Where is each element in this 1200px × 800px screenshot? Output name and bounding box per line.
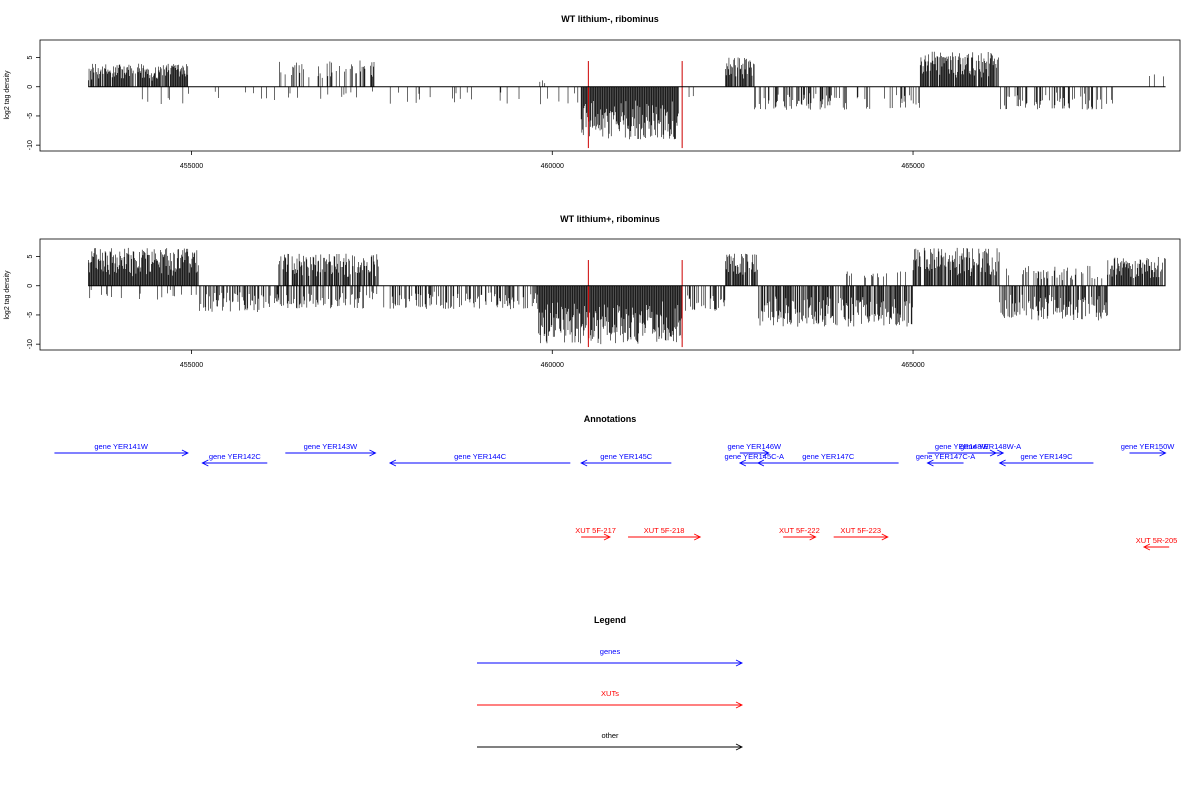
feature-label: gene YER144C <box>454 452 507 461</box>
x-tick-label: 460000 <box>541 362 564 369</box>
highlight-lines-lithium-minus <box>587 61 683 149</box>
gene-arrow: gene YER147C-A <box>916 452 975 467</box>
x-tick-label: 455000 <box>180 163 203 170</box>
x-tick-label: 460000 <box>541 163 564 170</box>
arrowhead-icon <box>809 533 817 541</box>
gene-arrow: gene YER141W <box>54 442 189 457</box>
chart-panel-lithium-minus: WT lithium-, ribominus log2 tag density … <box>4 14 1181 170</box>
arrowhead-icon <box>181 449 189 457</box>
y-axis-lithium-minus: 5 0 -5 -10 <box>27 55 40 150</box>
arrowhead-icon <box>738 459 747 467</box>
feature-label: XUT 5F-222 <box>779 526 820 535</box>
arrowhead-icon <box>201 459 209 467</box>
arrowhead-icon <box>580 459 588 467</box>
feature-label: gene YER145C-A <box>725 452 784 461</box>
arrowhead-icon <box>735 743 744 751</box>
arrowhead-icon <box>693 533 702 541</box>
y-axis-lithium-plus: 5 0 -5 -10 <box>27 254 40 349</box>
xut-arrow: XUT 5F-218 <box>628 526 702 541</box>
legend-title: Legend <box>594 615 626 625</box>
chart-title-lithium-plus: WT lithium+, ribominus <box>560 214 660 224</box>
feature-label: gene YER143W <box>304 442 359 451</box>
y-axis-label-lithium-minus: log2 tag density <box>4 70 11 120</box>
feature-label: gene YER148W-A <box>960 442 1021 451</box>
xut-arrow: XUT 5F-222 <box>779 526 820 541</box>
feature-label: gene YER147C-A <box>916 452 975 461</box>
x-axis-lithium-minus: 455000 460000 465000 <box>180 151 925 170</box>
xut-arrow: XUT 5F-217 <box>575 526 616 541</box>
x-tick-label: 465000 <box>901 163 924 170</box>
arrowhead-icon <box>756 459 765 467</box>
feature-label: gene YER148W <box>935 442 990 451</box>
y-tick-label: 5 <box>27 55 34 59</box>
arrowhead-icon <box>603 533 612 541</box>
arrowhead-icon <box>735 701 744 709</box>
y-axis-label-lithium-plus: log2 tag density <box>4 270 11 320</box>
gene-arrow: gene YER146W <box>727 442 782 457</box>
y-tick-label: 0 <box>27 284 34 288</box>
legend: Legend genes XUTs other <box>477 615 744 751</box>
gene-arrow: gene YER145C-A <box>725 452 784 467</box>
arrowhead-icon <box>369 449 377 457</box>
feature-label: gene YER149C <box>1021 452 1074 461</box>
plot-frame-lithium-plus <box>39 238 1181 351</box>
feature-label: XUT 5F-218 <box>644 526 685 535</box>
xut-arrow: XUT 5F-223 <box>833 526 889 541</box>
arrowhead-icon <box>762 449 770 457</box>
gene-arrow: gene YER142C <box>201 452 268 467</box>
gene-arrow: gene YER150W <box>1121 442 1176 457</box>
feature-label: gene YER147C <box>802 452 855 461</box>
feature-arrows: gene YER141W gene YER142C gene YER143W gene… <box>54 442 1178 551</box>
feature-label: XUT 5F-223 <box>840 526 881 535</box>
y-tick-label: 5 <box>27 254 34 258</box>
x-tick-label: 465000 <box>901 362 924 369</box>
arrowhead-icon <box>388 459 397 467</box>
legend-label: genes <box>600 647 621 656</box>
arrowhead-icon <box>735 659 744 667</box>
gene-arrow: gene YER144C <box>388 452 571 467</box>
y-tick-label: -10 <box>27 339 34 349</box>
arrowhead-icon <box>1142 543 1151 551</box>
x-tick-label: 455000 <box>180 362 203 369</box>
feature-label: XUT 5R-205 <box>1136 536 1178 545</box>
bar-series-lithium-plus <box>88 247 1166 345</box>
legend-label: other <box>601 731 619 740</box>
y-tick-label: 0 <box>27 85 34 89</box>
feature-label: gene YER146W <box>727 442 782 451</box>
arrowhead-icon <box>1159 449 1167 457</box>
highlight-lines-lithium-plus <box>587 260 683 348</box>
legend-item: other <box>477 731 744 751</box>
gene-arrow: gene YER143W <box>285 442 377 457</box>
legend-label: XUTs <box>601 689 619 698</box>
feature-label: XUT 5F-217 <box>575 526 616 535</box>
y-tick-label: -5 <box>27 312 34 318</box>
legend-items: genes XUTs other <box>477 647 744 751</box>
chart-panel-lithium-plus: WT lithium+, ribominus log2 tag density … <box>4 214 1181 369</box>
chart-title-lithium-minus: WT lithium-, ribominus <box>561 14 659 24</box>
gene-arrow: gene YER147C <box>756 452 899 467</box>
gene-arrow: gene YER145C <box>580 452 672 467</box>
feature-label: gene YER150W <box>1121 442 1176 451</box>
gene-arrow: gene YER148W-A <box>960 442 1021 457</box>
gene-arrow: gene YER149C <box>998 452 1094 467</box>
feature-label: gene YER142C <box>209 452 262 461</box>
arrowhead-icon <box>998 459 1006 467</box>
plot-frame-lithium-minus <box>39 39 1181 152</box>
feature-label: gene YER141W <box>94 442 149 451</box>
arrowhead-icon <box>997 449 1005 457</box>
feature-label: gene YER145C <box>600 452 653 461</box>
annotations-title: Annotations <box>584 414 637 424</box>
x-axis-lithium-plus: 455000 460000 465000 <box>180 350 925 369</box>
y-tick-label: -5 <box>27 113 34 119</box>
xut-arrow: XUT 5R-205 <box>1136 536 1178 551</box>
y-tick-label: -10 <box>27 140 34 150</box>
legend-item: genes <box>477 647 744 667</box>
bar-series-lithium-minus <box>88 51 1164 140</box>
arrowhead-icon <box>926 459 934 467</box>
legend-item: XUTs <box>477 689 744 709</box>
arrowhead-icon <box>881 533 889 541</box>
